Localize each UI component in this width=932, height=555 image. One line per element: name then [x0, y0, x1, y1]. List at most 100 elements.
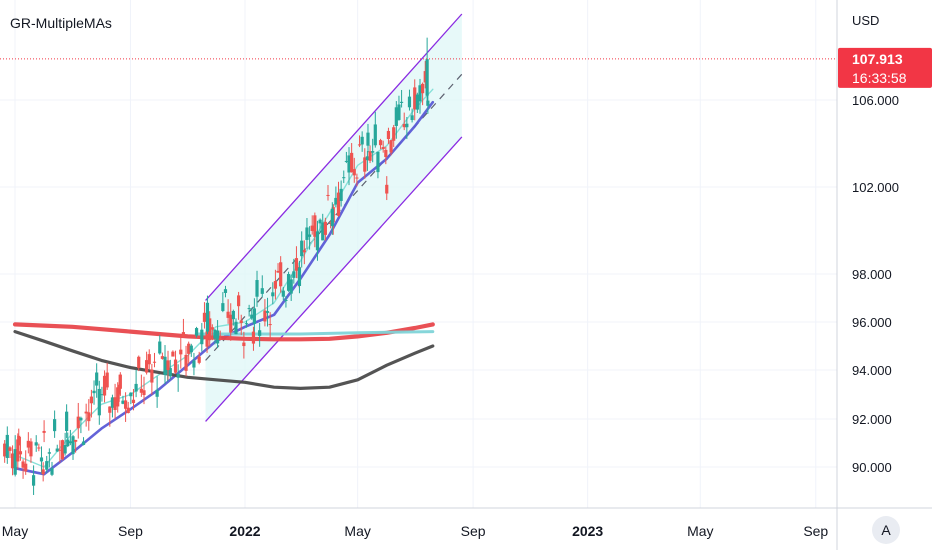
candle-body: [145, 360, 149, 373]
candle-body: [250, 314, 254, 319]
candle-body: [405, 123, 409, 128]
candle-body: [34, 442, 38, 446]
candle-body: [5, 434, 9, 458]
candle-body: [271, 292, 275, 297]
candle-body: [21, 461, 25, 468]
time-tick-label: May: [2, 523, 28, 539]
candle-body: [213, 329, 217, 339]
candle-body: [76, 416, 80, 429]
candle-body: [74, 439, 78, 442]
time-axis[interactable]: May Sep 2022 May Sep 2023 May Sep: [2, 523, 829, 539]
candle-body: [16, 439, 20, 462]
candle-body: [265, 311, 270, 313]
candle-body: [108, 406, 112, 413]
candle-body: [113, 397, 117, 410]
candle-body: [150, 369, 154, 383]
moving-average-line: [194, 330, 435, 336]
candlesticks: [3, 37, 430, 495]
candle-body: [105, 372, 109, 388]
candle-body: [386, 130, 391, 140]
candle-body: [181, 332, 186, 338]
candle-body: [378, 140, 383, 146]
auto-scale-button[interactable]: A: [872, 516, 900, 544]
price-tick-label: 102.000: [852, 180, 899, 195]
candle-body: [192, 360, 196, 368]
last-price-box: [838, 47, 932, 88]
candle-body: [392, 127, 396, 141]
candle-body: [415, 94, 419, 110]
candle-body: [53, 419, 57, 432]
price-tick-label: 98.000: [852, 267, 892, 282]
candle-body: [326, 194, 330, 196]
candle-body: [300, 240, 304, 257]
channel-lower-line: [205, 136, 463, 422]
candle-body: [268, 324, 272, 326]
price-axis[interactable]: USD 90.000 92.000 94.000 96.000 98.000 102.000…: [852, 13, 899, 475]
candle-body: [123, 400, 128, 409]
candle-body: [258, 330, 262, 336]
candle-body: [336, 192, 341, 216]
candle-body: [68, 441, 72, 444]
candle-body: [95, 372, 99, 386]
candle-body: [365, 156, 370, 161]
candle-body: [247, 308, 251, 310]
candle-body: [31, 475, 36, 486]
candle-body: [229, 314, 233, 333]
candle-body: [187, 343, 191, 354]
candle-body: [134, 383, 138, 392]
candle-body: [355, 177, 359, 179]
candle-body: [168, 368, 172, 377]
candle-body: [184, 354, 188, 371]
candle-body: [66, 439, 70, 447]
candle-body: [8, 447, 12, 451]
candle-body: [239, 320, 243, 323]
candle-body: [284, 299, 288, 301]
candle-body: [279, 262, 283, 287]
channel-upper-line: [205, 13, 463, 301]
candle-body: [310, 225, 314, 231]
candle-body: [255, 280, 259, 297]
candle-body: [426, 100, 430, 106]
candle-body: [263, 310, 267, 322]
price-tick-label: 92.000: [852, 412, 892, 427]
candle-body: [397, 104, 401, 120]
candle-body: [155, 389, 159, 397]
candle-body: [37, 447, 41, 449]
candle-body: [252, 308, 256, 324]
candle-body: [58, 449, 62, 451]
candle-body: [215, 330, 220, 344]
candle-body: [87, 412, 91, 422]
indicator-title[interactable]: GR-MultipleMAs: [10, 15, 112, 31]
candle-body: [131, 399, 136, 404]
candle-body: [152, 361, 157, 363]
candle-body: [402, 124, 406, 128]
candle-body: [102, 375, 107, 396]
candle-body: [92, 390, 96, 394]
time-tick-label: Sep: [118, 523, 143, 539]
candle-body: [384, 149, 388, 158]
candle-body: [166, 360, 170, 370]
candle-body: [410, 115, 414, 121]
candle-body: [368, 151, 372, 161]
candle-body: [47, 452, 51, 454]
candle-body: [323, 221, 327, 235]
candle-body: [242, 342, 246, 347]
candle-body: [110, 397, 115, 408]
candle-body: [330, 208, 334, 227]
candle-body: [60, 440, 65, 460]
candle-body: [218, 338, 222, 341]
candle-body: [334, 197, 338, 205]
candle-body: [41, 469, 45, 475]
candle-body: [286, 274, 291, 291]
candle-body: [139, 388, 143, 393]
candle-body: [210, 327, 214, 330]
candle-body: [45, 461, 49, 470]
candle-body: [142, 390, 146, 396]
time-tick-label: Sep: [803, 523, 828, 539]
candle-body: [116, 387, 120, 407]
candle-body: [373, 124, 377, 146]
candle-body: [176, 373, 180, 378]
candle-body: [202, 312, 207, 322]
candle-body: [63, 445, 67, 454]
